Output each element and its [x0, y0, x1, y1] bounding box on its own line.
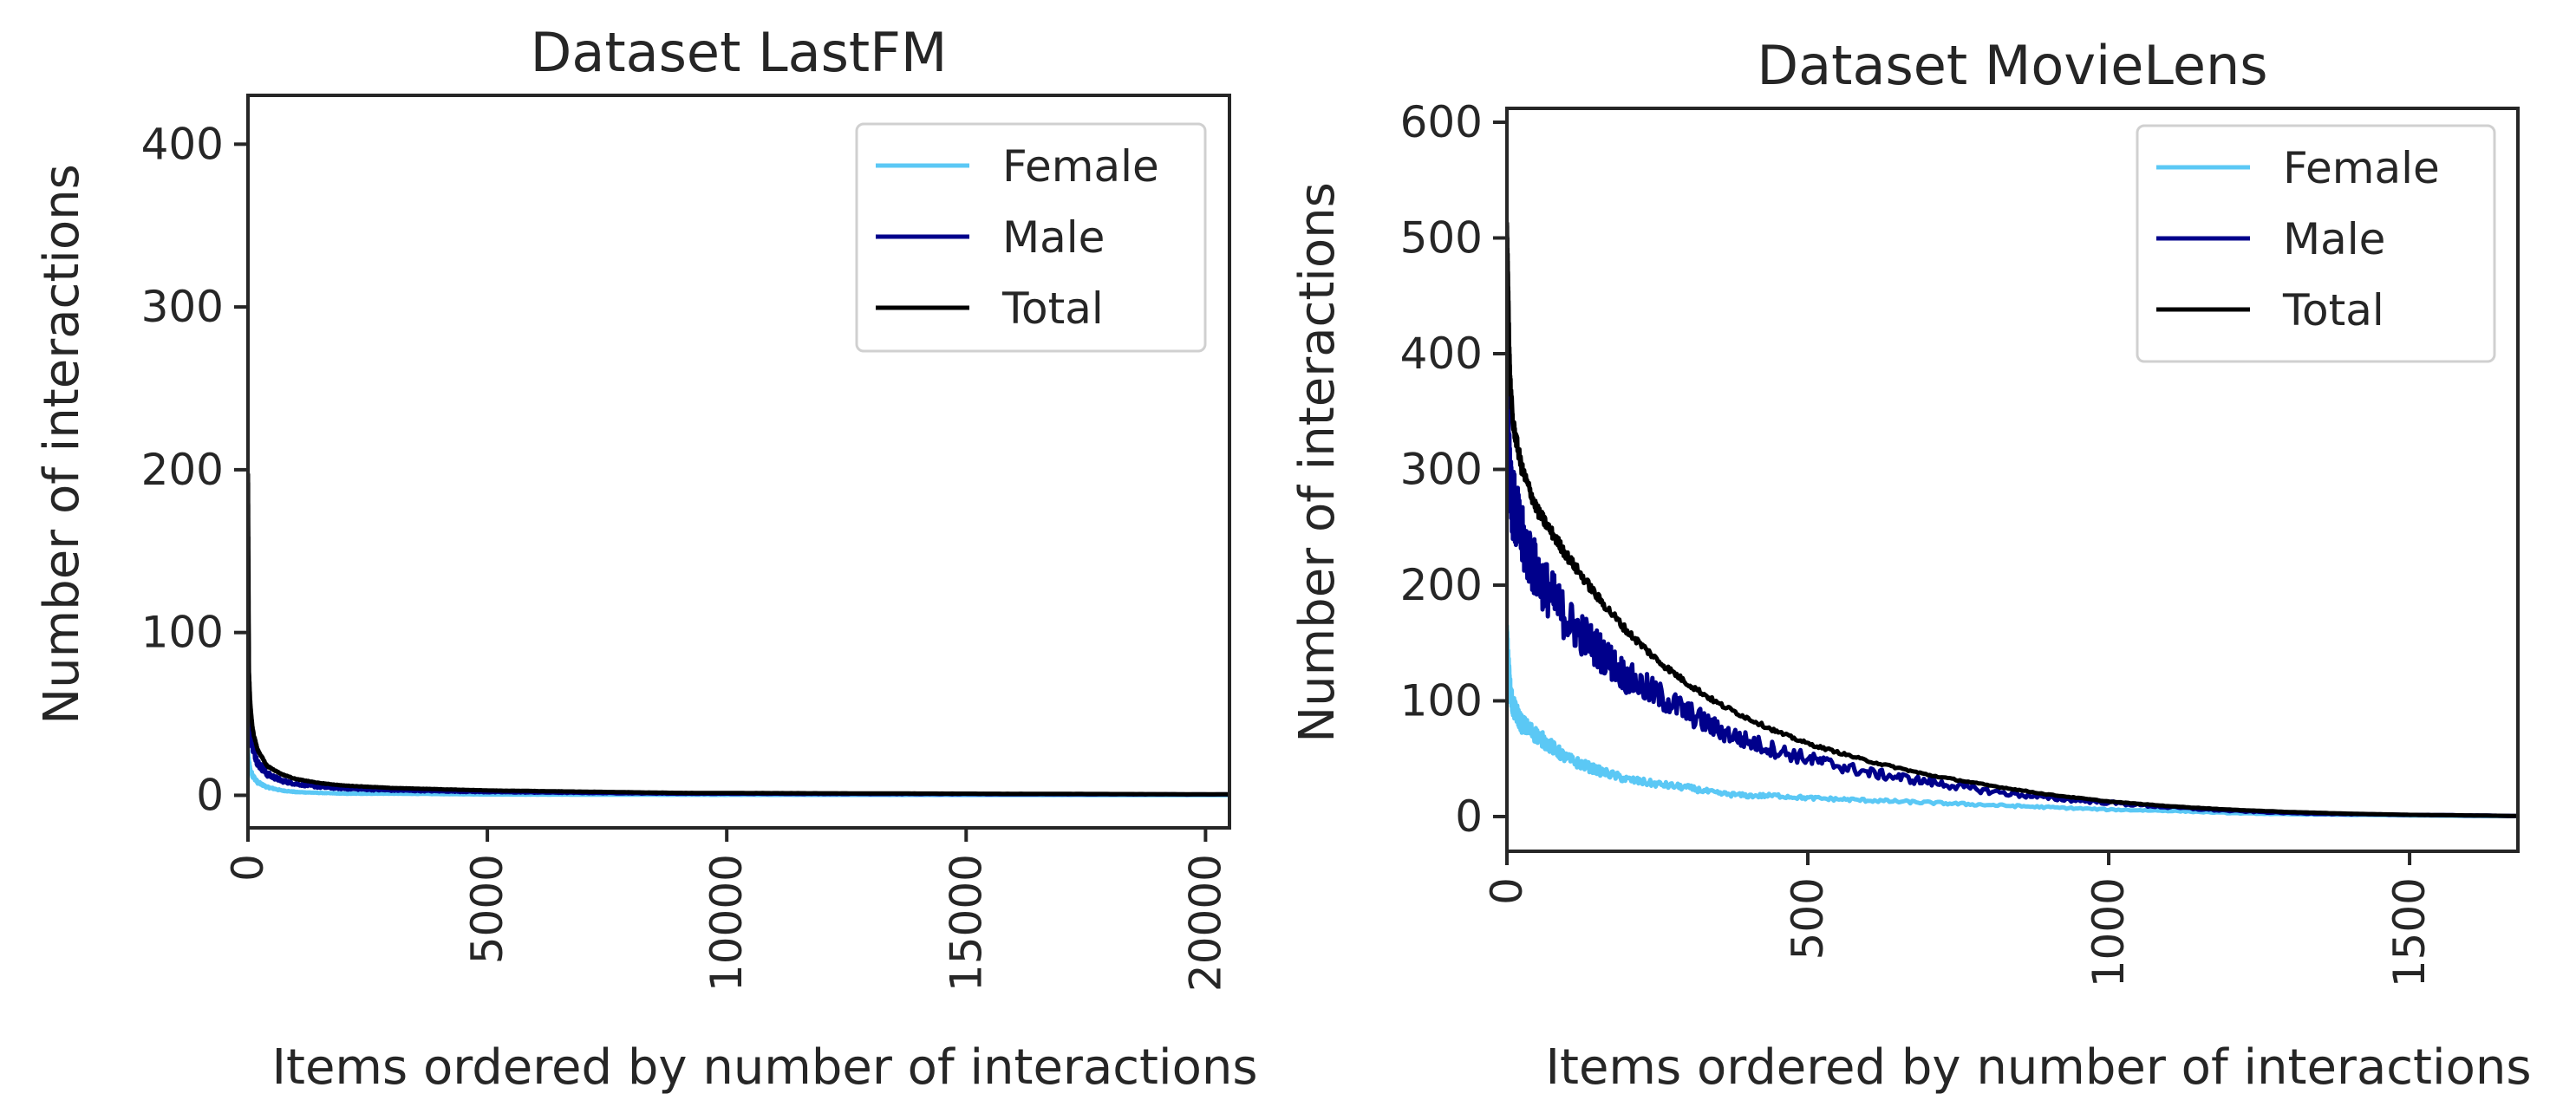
y-tick-label: 0	[1455, 791, 1483, 842]
y-tick-label: 600	[1400, 97, 1483, 147]
chart-title: Dataset LastFM	[531, 21, 948, 84]
x-tick-label: 1500	[2384, 877, 2435, 987]
x-tick-label: 10000	[701, 854, 752, 992]
legend: Female Male Total	[2136, 124, 2496, 363]
legend-label-female: Female	[1002, 141, 1159, 192]
y-tick-label: 200	[1400, 560, 1483, 610]
x-axis-label: Items ordered by number of interactions	[1545, 1039, 2531, 1096]
x-tick-label: 0	[1482, 877, 1532, 905]
y-tick-label: 400	[1400, 329, 1483, 379]
x-tick-label: 0	[223, 854, 273, 882]
x-tick-label: 15000	[941, 854, 991, 992]
y-tick-label: 300	[1400, 444, 1483, 494]
y-tick-label: 300	[141, 282, 224, 332]
series-line-male	[248, 621, 1229, 798]
x-tick-label: 20000	[1180, 854, 1230, 992]
legend-box	[2136, 124, 2496, 363]
axes-frame	[246, 94, 1231, 830]
chart-panel-1: 0 100 200 300 400 0 5000 10000 15000 20000 Dataset…	[34, 21, 1258, 1096]
chart-panel-2: 0 100 200 300 400 500 600 0 500 1000 1500 Dataset M…	[1289, 34, 2532, 1096]
series-line-total	[1507, 220, 2518, 818]
y-tick-label: 500	[1400, 213, 1483, 264]
series-line-total	[248, 472, 1229, 797]
series-line-male	[1507, 333, 2518, 818]
x-tick-label: 1000	[2084, 877, 2134, 987]
y-tick-label: 200	[141, 445, 224, 495]
y-tick-label: 0	[196, 770, 224, 820]
axes-frame	[1505, 107, 2520, 853]
legend: Female Male Total	[855, 122, 1207, 353]
y-axis-label: Number of interactions	[1289, 182, 1346, 743]
x-axis-label: Items ordered by number of interactions	[271, 1039, 1257, 1096]
x-tick-label: 5000	[462, 854, 512, 964]
legend-label-total: Total	[2282, 285, 2384, 335]
y-tick-label: 100	[141, 608, 224, 658]
x-tick-label: 500	[1783, 877, 1833, 960]
chart-title: Dataset MovieLens	[1757, 34, 2267, 97]
legend-label-female: Female	[2283, 143, 2440, 193]
legend-label-total: Total	[1001, 283, 1104, 334]
legend-box	[855, 122, 1207, 353]
series-line-female	[1507, 623, 2518, 818]
y-tick-label: 100	[1400, 675, 1483, 726]
y-axis-label: Number of interactions	[34, 164, 90, 725]
legend-label-male: Male	[2283, 214, 2385, 264]
y-tick-label: 400	[141, 119, 224, 169]
legend-label-male: Male	[1002, 212, 1105, 263]
